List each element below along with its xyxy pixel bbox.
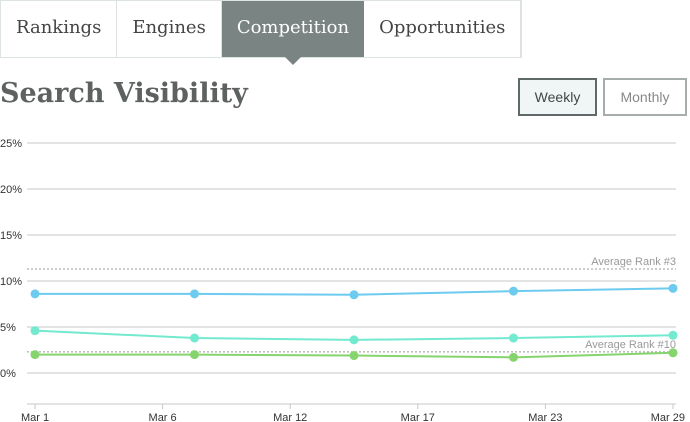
data-point bbox=[349, 335, 359, 345]
data-point bbox=[509, 352, 518, 362]
data-point bbox=[30, 289, 40, 299]
y-tick-label: 20% bbox=[0, 184, 22, 196]
reference-label: Average Rank #10 bbox=[585, 339, 676, 351]
data-point bbox=[30, 326, 40, 336]
x-tick-label: Mar 23 bbox=[528, 412, 562, 422]
monthly-button[interactable]: Monthly bbox=[603, 78, 687, 116]
y-tick-label: 15% bbox=[0, 230, 22, 242]
data-point bbox=[349, 290, 359, 300]
x-tick-label: Mar 6 bbox=[149, 412, 177, 422]
data-point bbox=[509, 333, 518, 343]
page-title: Search Visibility bbox=[0, 78, 248, 109]
data-point bbox=[30, 350, 40, 360]
tab-opportunities[interactable]: Opportunities bbox=[364, 1, 522, 57]
tab-bar: Rankings Engines Competition Opportuniti… bbox=[0, 0, 523, 65]
y-tick-label: 0% bbox=[0, 368, 16, 380]
x-tick-label: Mar 17 bbox=[401, 412, 435, 422]
tab-rankings[interactable]: Rankings bbox=[1, 1, 118, 57]
x-tick-label: Mar 29 bbox=[651, 412, 685, 422]
data-point bbox=[190, 289, 199, 299]
data-point bbox=[668, 330, 678, 340]
data-point bbox=[509, 286, 518, 296]
weekly-button[interactable]: Weekly bbox=[518, 78, 597, 116]
data-point bbox=[349, 351, 359, 361]
y-tick-label: 25% bbox=[0, 138, 22, 150]
x-tick-label: Mar 1 bbox=[21, 412, 49, 422]
tab-engines[interactable]: Engines bbox=[117, 1, 222, 57]
tab-competition[interactable]: Competition bbox=[221, 1, 365, 65]
data-point bbox=[668, 283, 678, 293]
data-point bbox=[668, 348, 678, 358]
x-tick-label: Mar 12 bbox=[273, 412, 307, 422]
data-point bbox=[190, 333, 199, 343]
data-point bbox=[190, 350, 199, 360]
y-tick-label: 10% bbox=[0, 276, 22, 288]
y-tick-label: 5% bbox=[0, 322, 16, 334]
reference-label: Average Rank #3 bbox=[591, 256, 676, 268]
